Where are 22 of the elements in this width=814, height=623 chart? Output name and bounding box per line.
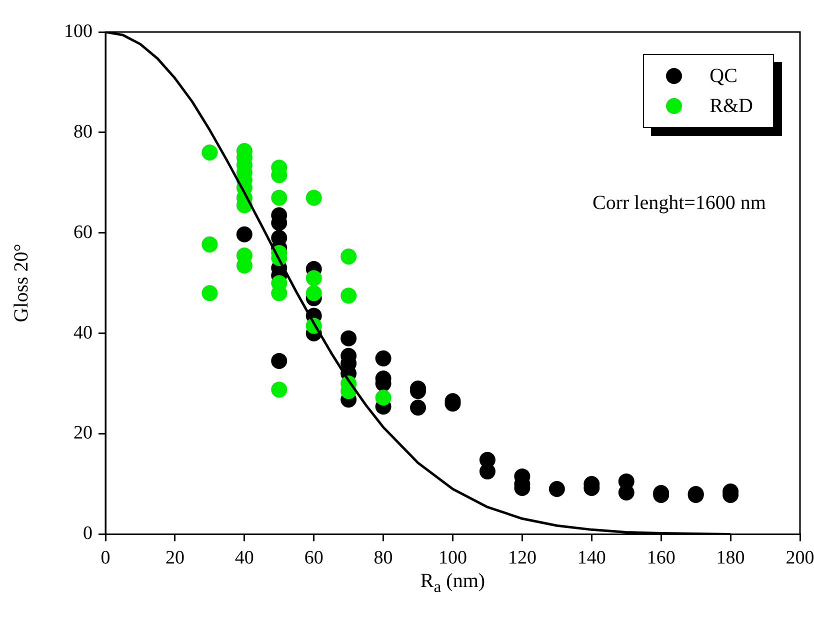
y-tick-label: 80 (74, 121, 92, 142)
y-tick-label: 40 (74, 322, 92, 344)
x-tick-label: 60 (304, 548, 324, 569)
legend-label: QC (710, 64, 738, 88)
y-tick-label: 0 (83, 523, 92, 544)
x-tick-label: 100 (438, 548, 467, 569)
x-tick-label: 80 (374, 548, 393, 569)
annotation: Corr lenght=1600 nm (592, 192, 766, 215)
x-tick-label: 0 (100, 548, 110, 569)
x-tick-label: 180 (716, 548, 745, 569)
y-axis-title: Gloss 20° (10, 244, 34, 322)
x-tick-label: 140 (577, 548, 606, 569)
y-tick-label: 60 (74, 222, 92, 243)
y-tick-label: 20 (74, 422, 92, 444)
x-tick-label: 20 (165, 548, 184, 569)
x-tick-label: 160 (646, 548, 676, 569)
x-tick-label: 40 (234, 548, 254, 569)
x-tick-label: 120 (508, 548, 536, 569)
x-tick-label: 200 (786, 548, 814, 569)
y-tick-label: 100 (64, 20, 92, 42)
x-axis-title: R$_{a}$ (nm) (419, 570, 486, 598)
legend-label: R&D (710, 94, 753, 118)
